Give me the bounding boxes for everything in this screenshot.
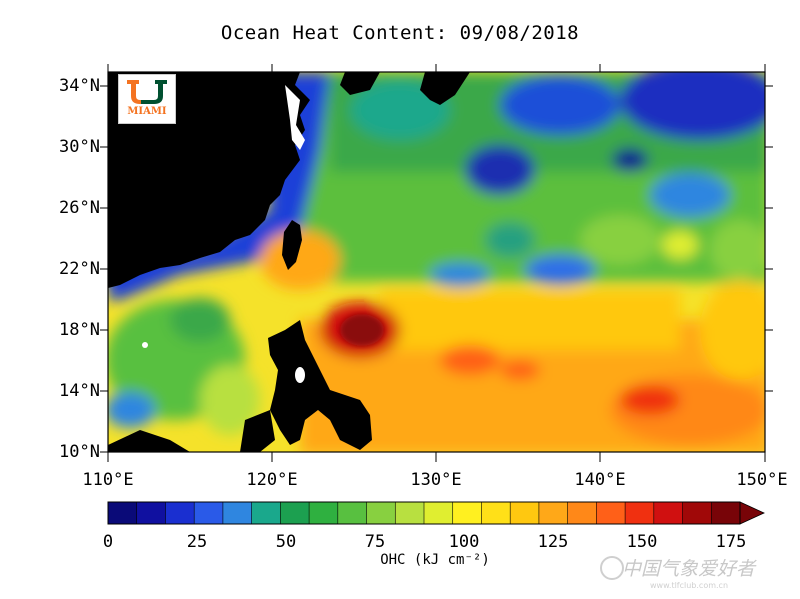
logo-text: MIAMI: [127, 106, 167, 117]
colorbar-swatch: [510, 502, 540, 524]
colorbar-label: 75: [364, 532, 386, 552]
colorbar-swatch: [309, 502, 339, 524]
colorbar-swatch: [366, 502, 396, 524]
watermark-icon: [600, 556, 624, 580]
colorbar-swatch: [194, 502, 224, 524]
colorbar-swatch: [280, 502, 310, 524]
land-white-coast: [142, 85, 305, 383]
colorbar-label: 125: [537, 532, 569, 552]
ohc-field: [108, 72, 765, 452]
lat-label: 14°N: [59, 381, 100, 401]
university-logo: MIAMI: [118, 74, 176, 124]
u-logo-icon: [127, 80, 167, 104]
watermark-url: www.tlfclub.com.cn: [650, 581, 729, 590]
lon-label: 140°E: [574, 470, 626, 490]
colorbar-swatch: [682, 502, 712, 524]
colorbar-swatch: [337, 502, 368, 524]
colorbar-swatch: [481, 502, 511, 524]
lat-label: 22°N: [59, 259, 100, 279]
colorbar-title: OHC (kJ cm⁻²): [380, 552, 490, 568]
lon-label: 120°E: [246, 470, 298, 490]
colorbar-swatch: [108, 502, 138, 524]
colorbar-label: 150: [626, 532, 658, 552]
lon-label: 110°E: [82, 470, 134, 490]
lat-ticks: [100, 85, 773, 453]
colorbar-swatch: [596, 502, 626, 524]
colorbar-swatch: [395, 502, 425, 524]
lon-label: 150°E: [736, 470, 788, 490]
colorbar-label: 25: [186, 532, 208, 552]
colorbar-swatch: [653, 502, 684, 524]
colorbar-label: 0: [102, 532, 114, 552]
lon-label: 130°E: [410, 470, 462, 490]
lat-label: 30°N: [59, 137, 100, 157]
colorbar-swatch: [538, 502, 569, 524]
colorbar-swatch: [625, 502, 655, 524]
land: [108, 72, 470, 452]
colorbar-swatch: [222, 502, 253, 524]
colorbar-extend-arrow: [739, 501, 765, 525]
lat-label: 10°N: [59, 442, 100, 462]
colorbar-swatch: [136, 502, 166, 524]
lon-ticks: [107, 64, 766, 462]
colorbar-swatch: [424, 502, 454, 524]
lat-label: 18°N: [59, 320, 100, 340]
map-title: Ocean Heat Content: 09/08/2018: [220, 22, 580, 44]
watermark-text: 中国气象爱好者: [622, 558, 756, 580]
colorbar: [107, 501, 765, 525]
lat-label: 26°N: [59, 198, 100, 218]
colorbar-label: 175: [715, 532, 747, 552]
colorbar-swatch: [165, 502, 195, 524]
colorbar-label: 100: [448, 532, 480, 552]
lat-label: 34°N: [59, 76, 100, 96]
colorbar-swatch: [567, 502, 597, 524]
colorbar-swatch: [251, 502, 281, 524]
colorbar-swatch: [452, 502, 482, 524]
colorbar-label: 50: [275, 532, 297, 552]
colorbar-swatch: [711, 502, 741, 524]
